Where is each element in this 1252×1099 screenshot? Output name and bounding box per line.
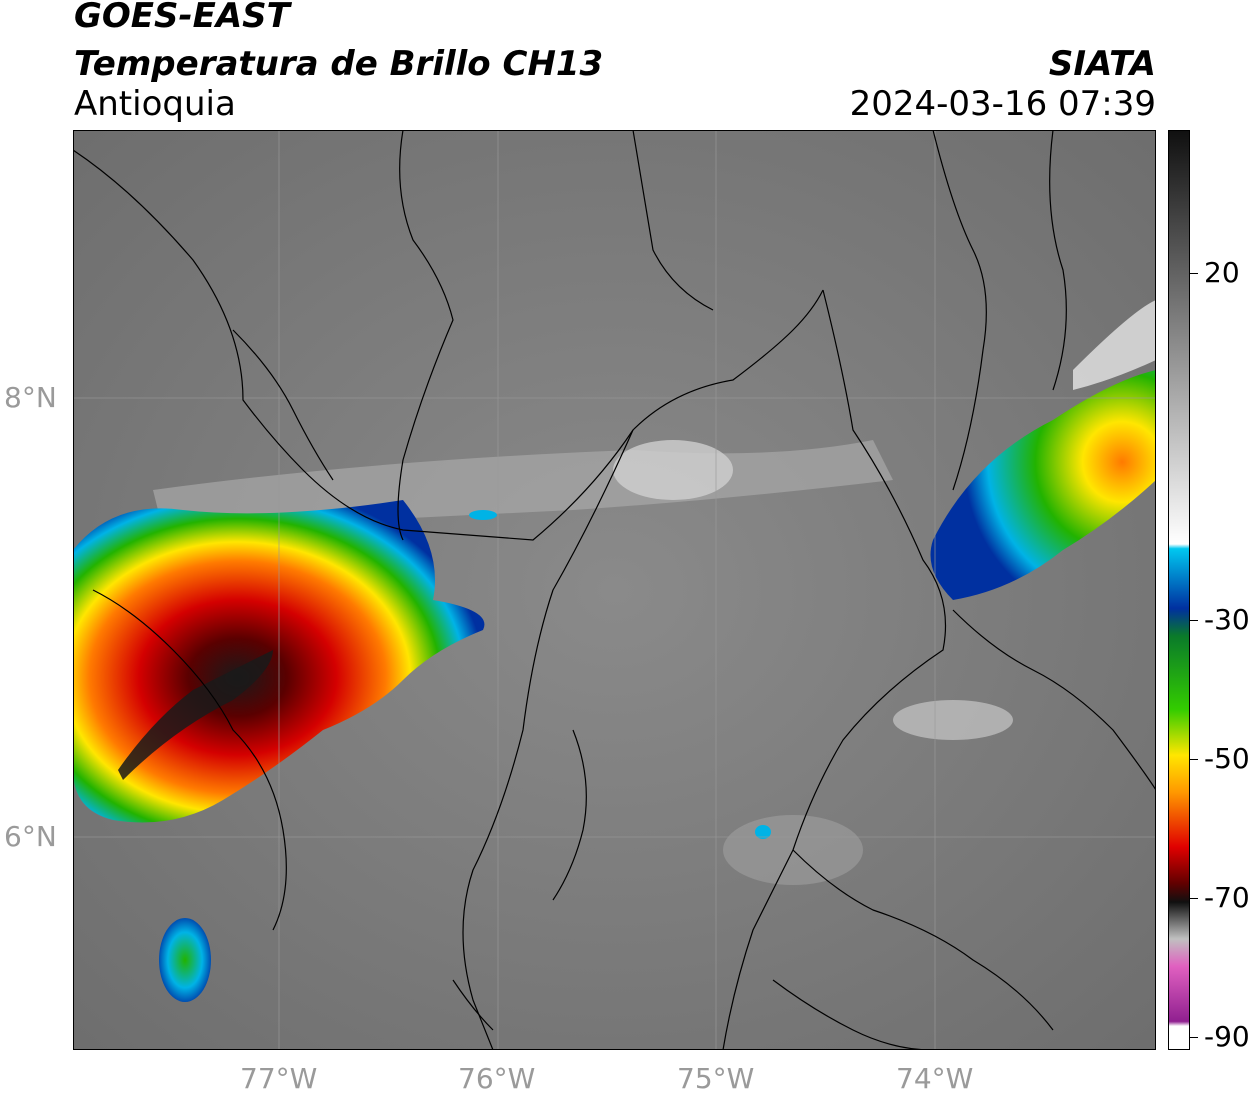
lon-label: 77°W [240,1062,318,1095]
colorbar-label: -90 [1204,1020,1250,1053]
colorbar-tick [1190,1037,1198,1038]
storm-east [930,370,1156,600]
lon-label: 76°W [458,1062,536,1095]
cold-spot [755,825,771,839]
colorbar-label: -70 [1204,881,1250,914]
lat-label: 8°N [4,381,57,414]
admin-borders [73,130,1156,1050]
colorbar-tick [1190,898,1198,899]
organization-label: SIATA [1048,44,1156,84]
lon-label: 74°W [896,1062,974,1095]
lat-label: 6°N [4,820,57,853]
region-label: Antioquia [74,84,236,124]
datetime-label: 2024-03-16 07:39 [849,84,1156,124]
colorbar-label: 20 [1204,256,1240,289]
colorbar-tick [1190,759,1198,760]
satellite-map [73,130,1156,1050]
title-line-1: GOES-EAST [74,0,290,36]
colorbar-tick [1190,273,1198,274]
cold-spot [469,510,497,520]
cloud-patch [893,700,1013,740]
lon-label: 75°W [677,1062,755,1095]
storm-south [159,918,211,1002]
title-line-2: Temperatura de Brillo CH13 [74,44,604,84]
storm-west-core [118,650,273,780]
cloud-patch [613,440,733,500]
colorbar [1168,130,1190,1050]
cloud-patch [1073,300,1156,390]
colorbar-label: -50 [1204,742,1250,775]
colorbar-tick [1190,620,1198,621]
colorbar-label: -30 [1204,603,1250,636]
